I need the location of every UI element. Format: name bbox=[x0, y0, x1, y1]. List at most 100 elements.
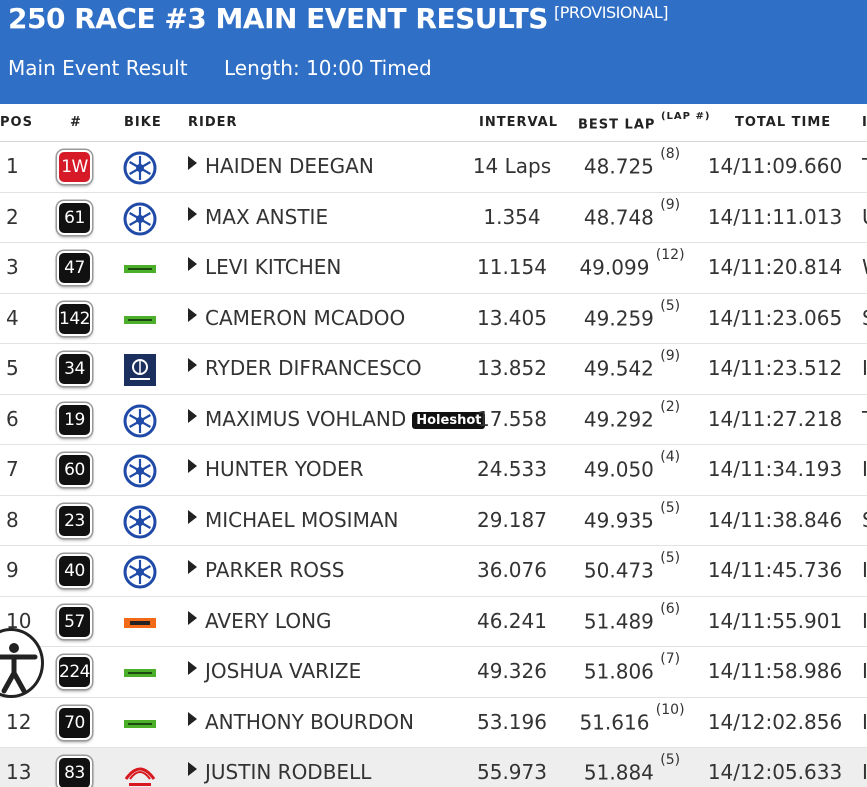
rider-name-link[interactable]: PARKER ROSS bbox=[188, 558, 344, 582]
best-lap-time: 49.099 bbox=[579, 255, 650, 280]
rider-number-badge: 34 bbox=[57, 352, 92, 386]
row-total-time: 14/11:23.065 bbox=[707, 305, 843, 330]
best-lap-number: (5) bbox=[660, 752, 681, 768]
table-row[interactable]: 3 47 LEVI KITCHEN 11.154 49.099 (12) 14/11:20… bbox=[0, 243, 867, 294]
yamaha-icon bbox=[123, 505, 157, 539]
expand-caret-icon bbox=[188, 610, 197, 625]
row-extra-column: S bbox=[862, 306, 867, 330]
rider-name-link[interactable]: ANTHONY BOURDON bbox=[188, 710, 414, 734]
rider-number-badge: 47 bbox=[57, 251, 92, 285]
rider-name: HUNTER YODER bbox=[205, 457, 364, 481]
row-position: 4 bbox=[6, 305, 19, 330]
rider-number-badge: 60 bbox=[57, 453, 92, 487]
table-row[interactable]: 7 60 HUNTER YODER 24.533 49.050 (4) 14/11:34.… bbox=[0, 445, 867, 496]
table-row[interactable]: 2 61 MAX ANSTIE 1.354 48.748 (9) 14/11:11.013… bbox=[0, 192, 867, 243]
rider-name-link[interactable]: HAIDEN DEEGAN bbox=[188, 154, 374, 178]
expand-caret-icon bbox=[188, 509, 197, 524]
table-row[interactable]: 6 19 MAXIMUS VOHLAND Holeshot 17.558 49.292 (… bbox=[0, 394, 867, 445]
kawasaki-icon bbox=[123, 303, 157, 337]
best-lap-number: (5) bbox=[660, 550, 681, 566]
header-pos: POS bbox=[0, 115, 33, 130]
rider-number-badge: 23 bbox=[57, 503, 92, 538]
accessibility-button[interactable] bbox=[0, 628, 44, 698]
row-interval: 29.187 bbox=[477, 507, 547, 532]
header-bike: BIKE bbox=[124, 115, 162, 130]
rider-name-link[interactable]: HUNTER YODER bbox=[188, 457, 364, 481]
row-extra-column: S bbox=[862, 508, 867, 532]
best-lap-time: 49.050 bbox=[583, 457, 654, 482]
header-total-time: TOTAL TIME bbox=[735, 115, 832, 130]
header-extra: I bbox=[862, 115, 867, 130]
rider-number-badge: 83 bbox=[57, 756, 92, 787]
row-best-lap: 49.099 (12) bbox=[570, 247, 694, 280]
row-interval: 1.354 bbox=[483, 204, 541, 229]
table-row[interactable]: 10 57 AVERY LONG 46.241 51.489 (6) 14/11:55.9… bbox=[0, 596, 867, 647]
row-total-time: 14/11:20.814 bbox=[707, 255, 843, 279]
table-row[interactable]: 5 34 RYDER DIFRANCESCO 13.852 49.542 (9) 14/1… bbox=[0, 344, 867, 395]
row-position: 12 bbox=[6, 709, 32, 734]
best-lap-number: (5) bbox=[660, 297, 681, 314]
expand-caret-icon bbox=[188, 459, 197, 473]
table-row[interactable]: 1 1W HAIDEN DEEGAN 14 Laps 48.725 (8) 14/11:0… bbox=[0, 142, 867, 193]
race-length-label: Length: 10:00 Timed bbox=[224, 56, 432, 80]
kawasaki-icon bbox=[123, 252, 157, 286]
kawasaki-icon bbox=[123, 707, 157, 741]
rider-name-link[interactable]: AVERY LONG bbox=[188, 609, 332, 633]
rider-number-badge: 224 bbox=[57, 655, 92, 689]
rider-number-badge: 57 bbox=[57, 604, 92, 639]
rider-name: LEVI KITCHEN bbox=[205, 255, 342, 279]
rider-name-link[interactable]: RYDER DIFRANCESCO bbox=[188, 356, 422, 380]
best-lap-time: 49.935 bbox=[583, 508, 654, 533]
best-lap-time: 48.725 bbox=[583, 154, 654, 179]
row-interval: 55.973 bbox=[477, 760, 547, 784]
best-lap-number: (8) bbox=[660, 146, 681, 162]
expand-caret-icon bbox=[188, 156, 197, 170]
row-total-time: 14/11:11.013 bbox=[707, 204, 843, 229]
page-header: 250 RACE #3 MAIN EVENT RESULTS [PROVISION… bbox=[0, 0, 867, 104]
row-extra-column: T bbox=[862, 407, 867, 431]
accessibility-icon bbox=[0, 643, 38, 694]
row-total-time: 14/11:27.218 bbox=[707, 406, 843, 431]
yamaha-icon bbox=[123, 454, 157, 488]
best-lap-number: (7) bbox=[660, 651, 681, 667]
rider-name-link[interactable]: MICHAEL MOSIMAN bbox=[188, 508, 398, 532]
expand-caret-icon bbox=[188, 307, 197, 322]
expand-caret-icon bbox=[188, 257, 197, 271]
best-lap-time: 51.489 bbox=[583, 609, 654, 634]
header-best-lap-label: BEST LAP bbox=[578, 117, 656, 133]
row-extra-column: I bbox=[862, 659, 867, 683]
honda-icon bbox=[123, 757, 157, 787]
best-lap-time: 51.806 bbox=[583, 659, 654, 684]
rider-name: AVERY LONG bbox=[205, 608, 332, 633]
best-lap-number: (9) bbox=[660, 196, 681, 213]
row-extra-column: I bbox=[862, 760, 867, 784]
best-lap-time: 51.884 bbox=[583, 760, 654, 785]
best-lap-number: (6) bbox=[660, 600, 681, 617]
rider-name-link[interactable]: LEVI KITCHEN bbox=[188, 255, 341, 279]
rider-name-link[interactable]: MAX ANSTIE bbox=[188, 205, 328, 229]
row-position: 8 bbox=[6, 507, 19, 532]
table-row[interactable]: 224 JOSHUA VARIZE 49.326 51.806 (7) 14/11:58… bbox=[0, 647, 867, 698]
table-row[interactable]: 8 23 MICHAEL MOSIMAN 29.187 49.935 (5) 14/11:… bbox=[0, 495, 867, 546]
rider-name-link[interactable]: JUSTIN RODBELL bbox=[188, 760, 371, 784]
expand-caret-icon bbox=[188, 661, 197, 675]
rider-number-badge: 19 bbox=[57, 402, 92, 437]
page-title: 250 RACE #3 MAIN EVENT RESULTS [PROVISION… bbox=[8, 2, 668, 35]
table-row[interactable]: 12 70 ANTHONY BOURDON 53.196 51.616 (10) 14/1… bbox=[0, 697, 867, 748]
rider-name: ANTHONY BOURDON bbox=[205, 709, 414, 734]
table-row[interactable]: 9 40 PARKER ROSS 36.076 50.473 (5) 14/11:45.7… bbox=[0, 546, 867, 597]
holeshot-badge: Holeshot bbox=[412, 411, 486, 429]
row-interval: 11.154 bbox=[477, 255, 547, 279]
result-type-label: Main Event Result bbox=[8, 56, 188, 80]
rider-name-link[interactable]: CAMERON MCADOO bbox=[188, 306, 405, 330]
rider-name-link[interactable]: MAXIMUS VOHLAND Holeshot bbox=[188, 407, 486, 431]
rider-name-link[interactable]: JOSHUA VARIZE bbox=[188, 659, 361, 683]
expand-caret-icon bbox=[188, 762, 197, 776]
table-row[interactable]: 13 83 JUSTIN RODBELL 55.973 51.884 (5) 14/12:… bbox=[0, 748, 867, 787]
husqvarna-icon bbox=[123, 353, 157, 387]
row-interval: 13.405 bbox=[477, 305, 547, 330]
table-row[interactable]: 4 142 CAMERON MCADOO 13.405 49.259 (5) 14/11:… bbox=[0, 293, 867, 344]
rider-number-badge: 61 bbox=[57, 200, 92, 235]
results-table-header: POS # BIKE RIDER INTERVAL BEST LAP (LAP … bbox=[0, 104, 867, 142]
row-extra-column: I bbox=[862, 457, 867, 481]
